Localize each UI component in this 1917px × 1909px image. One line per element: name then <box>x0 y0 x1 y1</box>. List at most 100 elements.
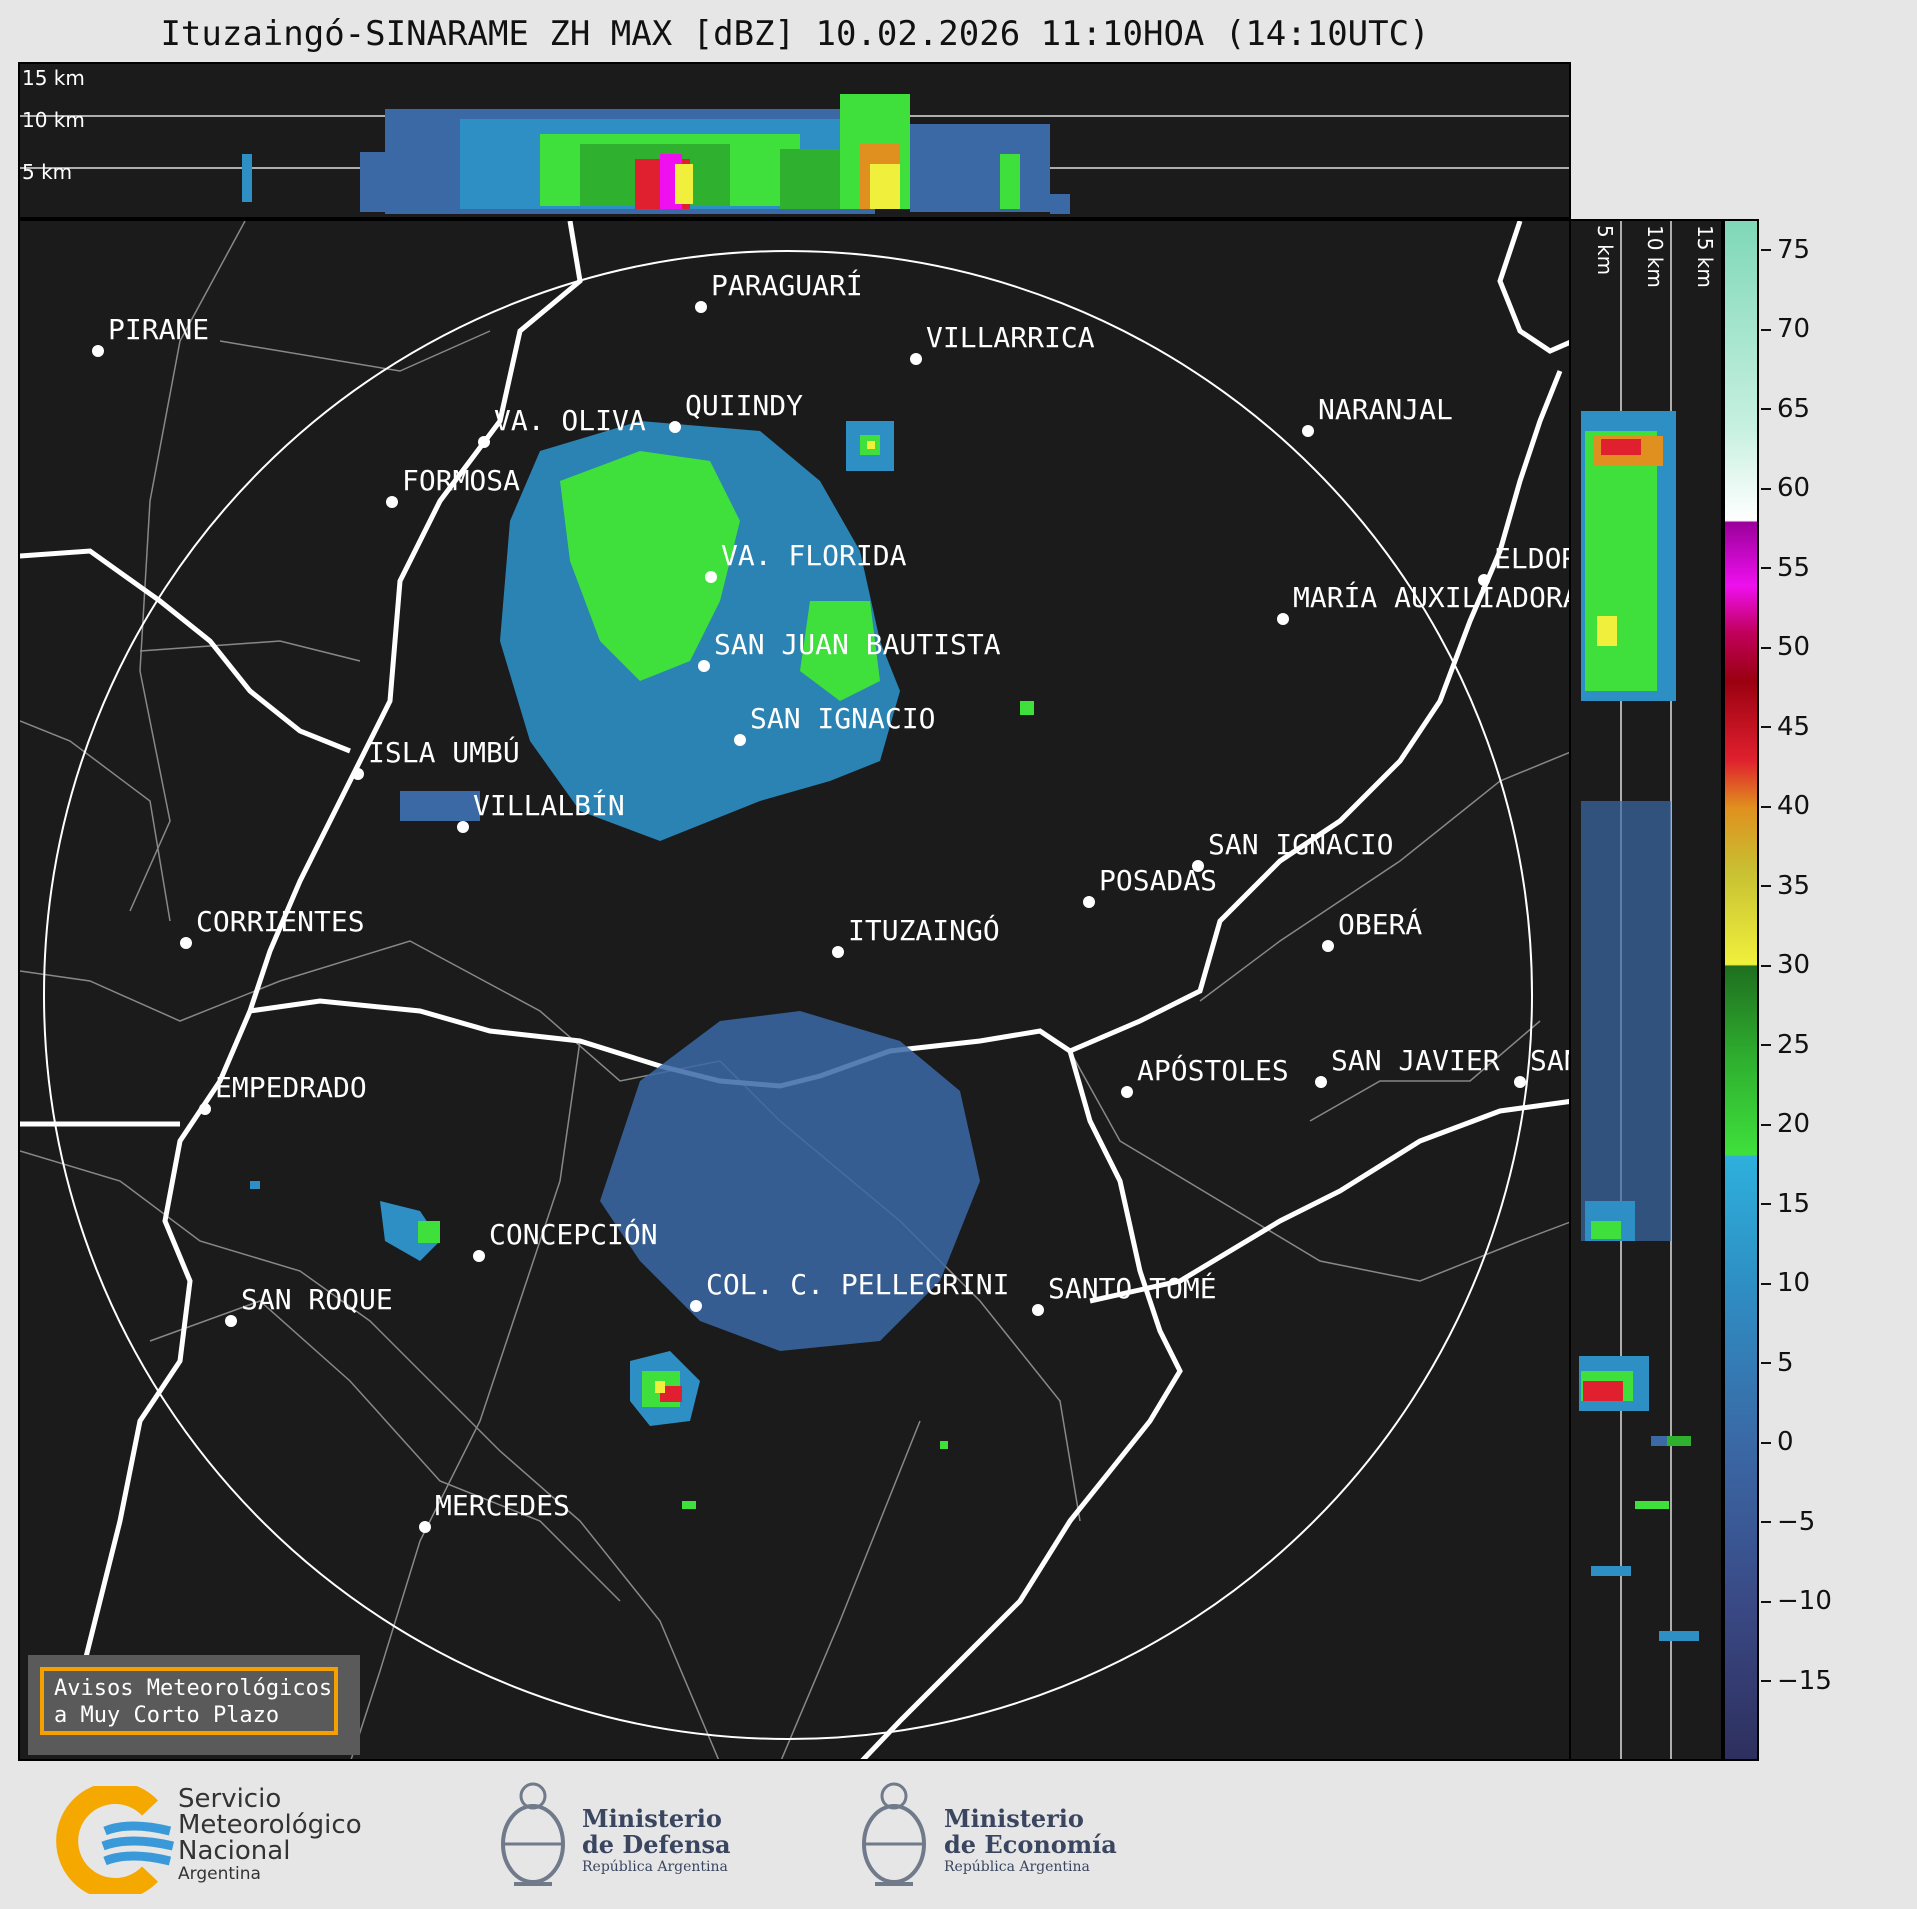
city-label: POSADAS <box>1099 864 1218 897</box>
colorbar-tick: 30 <box>1761 950 1810 980</box>
side-height-label-5km: 5 km <box>1593 225 1617 276</box>
colorbar-tick-mark <box>1761 487 1771 490</box>
city-marker <box>705 571 717 583</box>
colorbar-tick-label: 40 <box>1777 791 1811 822</box>
colorbar-tick-label: 10 <box>1777 1268 1811 1299</box>
colorbar-tick: 35 <box>1761 871 1810 901</box>
colorbar-tick-mark <box>1761 408 1771 411</box>
city-label: ISLA UMBÚ <box>368 736 520 769</box>
colorbar-tick-label: 5 <box>1777 1347 1794 1378</box>
colorbar-tick-label: 20 <box>1777 1109 1811 1140</box>
city-marker <box>1192 860 1204 872</box>
colorbar-tick-label: 30 <box>1777 950 1811 981</box>
city-label: SAN <box>1530 1044 1569 1077</box>
city-label: VILLARRICA <box>926 321 1095 354</box>
city-marker <box>386 496 398 508</box>
colorbar-tick-label: 55 <box>1777 552 1811 583</box>
smn-line-3: Nacional <box>178 1836 291 1866</box>
colorbar-tick: 40 <box>1761 791 1810 821</box>
city-marker <box>180 937 192 949</box>
city-marker <box>1277 613 1289 625</box>
city-marker <box>352 768 364 780</box>
economia-line-1: Ministerio <box>944 1804 1084 1833</box>
city-marker <box>199 1103 211 1115</box>
height-label-10km: 10 km <box>22 108 85 132</box>
colorbar-tick: −15 <box>1761 1666 1832 1696</box>
warnings-line-2: a Muy Corto Plazo <box>54 1703 280 1728</box>
colorbar-tick-mark <box>1761 1203 1771 1206</box>
city-marker <box>1032 1304 1044 1316</box>
smn-logo-text: Servicio Meteorológico Nacional Argentin… <box>178 1786 362 1884</box>
city-label: VA. OLIVA <box>494 404 646 437</box>
side-height-label-15km: 15 km <box>1693 225 1717 288</box>
city-marker <box>669 421 681 433</box>
colorbar-tick-label: 35 <box>1777 870 1811 901</box>
city-label: MERCEDES <box>435 1489 570 1522</box>
colorbar-tick-label: −5 <box>1777 1506 1816 1537</box>
city-label: SAN IGNACIO <box>1208 828 1394 861</box>
city-marker <box>457 821 469 833</box>
short-term-warnings-panel[interactable]: Avisos Meteorológicos a Muy Corto Plazo <box>28 1655 360 1755</box>
city-label: QUIINDY <box>685 389 804 422</box>
city-marker <box>1302 425 1314 437</box>
city-marker <box>478 436 490 448</box>
colorbar-tick-mark <box>1761 1680 1771 1682</box>
warnings-line-1: Avisos Meteorológicos <box>54 1676 333 1701</box>
colorbar-tick-label: 75 <box>1777 234 1811 265</box>
colorbar-tick: 75 <box>1761 235 1810 265</box>
height-label-5km: 5 km <box>22 160 73 184</box>
city-label: OBERÁ <box>1338 908 1423 941</box>
side-height-panel: 5 km 10 km 15 km <box>1569 219 1723 1761</box>
city-marker <box>695 301 707 313</box>
top-height-panel: 15 km 10 km 5 km <box>18 62 1571 219</box>
radar-range-ring <box>43 250 1533 1740</box>
city-marker <box>698 660 710 672</box>
colorbar-tick-label: 0 <box>1777 1427 1794 1458</box>
city-label: CONCEPCIÓN <box>489 1218 658 1251</box>
colorbar-tick: 25 <box>1761 1030 1810 1060</box>
colorbar-tick: 15 <box>1761 1189 1810 1219</box>
city-label: VA. FLORIDA <box>721 539 907 572</box>
warnings-frame <box>40 1667 338 1735</box>
smn-line-2: Meteorológico <box>178 1810 362 1840</box>
city-label: VILLALBÍN <box>473 789 625 822</box>
colorbar-tick-label: 70 <box>1777 314 1811 345</box>
economia-logo-text: Ministerio de Economía República Argenti… <box>944 1806 1117 1876</box>
city-marker <box>832 946 844 958</box>
colorbar-tick-mark <box>1761 567 1771 570</box>
economia-coat-of-arms-icon <box>862 1782 926 1886</box>
defensa-logo-text: Ministerio de Defensa República Argentin… <box>582 1806 731 1876</box>
smn-line-4: Argentina <box>178 1864 261 1884</box>
colorbar-tick-mark <box>1761 726 1771 729</box>
city-marker <box>1121 1086 1133 1098</box>
city-label: PARAGUARÍ <box>711 269 863 302</box>
colorbar-tick-label: −10 <box>1777 1586 1832 1617</box>
colorbar-tick-mark <box>1761 1282 1771 1285</box>
economia-line-2: de Economía <box>944 1830 1117 1859</box>
colorbar-tick-mark <box>1761 1521 1771 1524</box>
defensa-line-2: de Defensa <box>582 1830 731 1859</box>
colorbar-tick-mark <box>1761 885 1771 888</box>
map-title: Ituzaingó-SINARAME ZH MAX [dBZ] 10.02.20… <box>160 14 1430 54</box>
city-label: ELDORADO <box>1494 542 1569 575</box>
dbz-colorbar <box>1723 219 1759 1761</box>
city-label: APÓSTOLES <box>1137 1054 1289 1087</box>
city-label: MARÍA AUXILIADORA <box>1293 581 1571 614</box>
city-marker <box>690 1300 702 1312</box>
economia-line-3: República Argentina <box>944 1859 1090 1875</box>
city-marker <box>92 345 104 357</box>
city-marker <box>473 1250 485 1262</box>
city-marker <box>1478 574 1490 586</box>
city-label: CORRIENTES <box>196 905 365 938</box>
colorbar-tick-label: 25 <box>1777 1029 1811 1060</box>
colorbar-tick: 45 <box>1761 712 1810 742</box>
defensa-coat-of-arms-icon <box>501 1782 565 1886</box>
city-marker <box>734 734 746 746</box>
colorbar-tick-label: 65 <box>1777 393 1811 424</box>
colorbar-tick: 0 <box>1761 1427 1794 1457</box>
colorbar-tick: 50 <box>1761 632 1810 662</box>
colorbar-tick: 65 <box>1761 394 1810 424</box>
radar-map[interactable]: PIRANE PARAGUARÍ VILLARRICA QUIINDY VA. OLIV… <box>18 219 1571 1761</box>
warnings-text: Avisos Meteorológicos a Muy Corto Plazo <box>54 1675 332 1729</box>
colorbar-tick: −10 <box>1761 1586 1832 1616</box>
